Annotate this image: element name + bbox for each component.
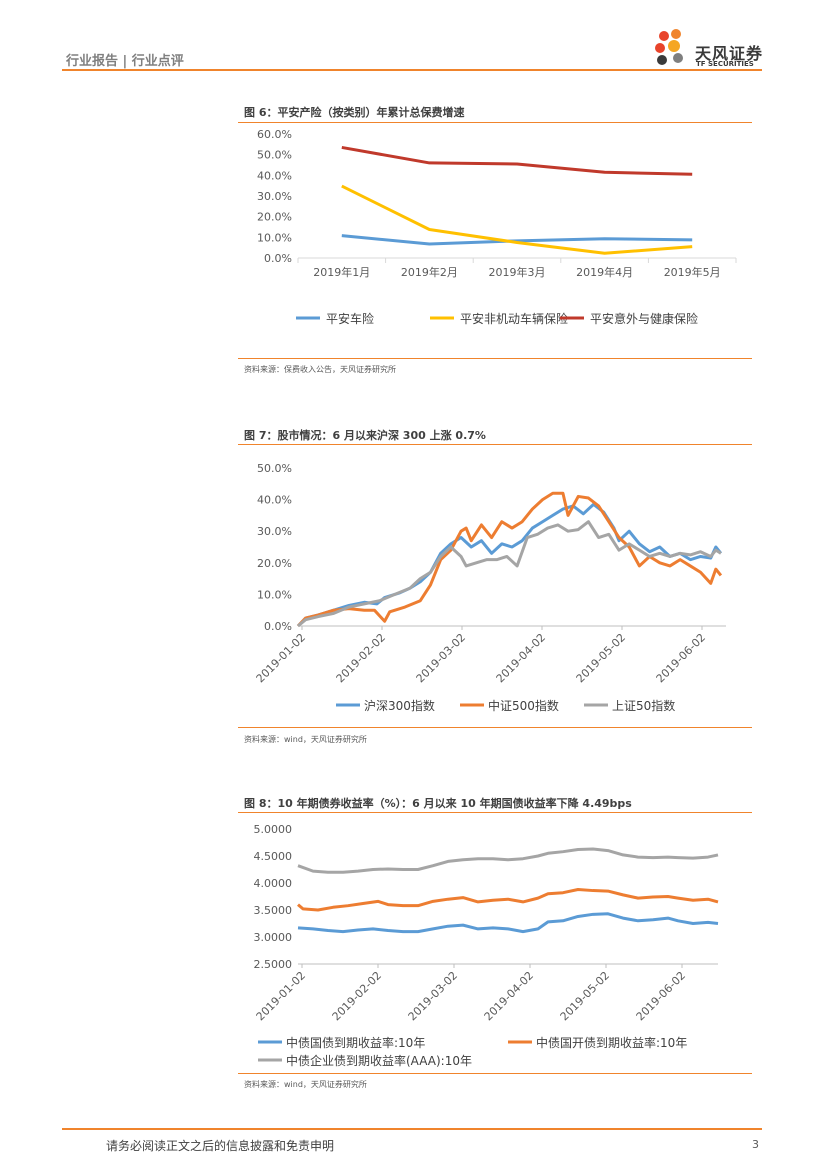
y-tick-label: 20.0% bbox=[257, 211, 292, 224]
y-tick-label: 20.0% bbox=[257, 557, 292, 570]
page-number: 3 bbox=[752, 1138, 759, 1151]
y-tick-label: 4.0000 bbox=[254, 877, 293, 890]
series-line bbox=[341, 234, 693, 246]
figure7-top-rule bbox=[238, 444, 752, 445]
x-tick-label: 2019年5月 bbox=[664, 265, 721, 279]
footer-disclaimer: 请务必阅读正文之后的信息披露和免责申明 bbox=[106, 1139, 335, 1153]
brand-subtitle: TF SECURITIES bbox=[696, 60, 754, 68]
legend-label: 上证50指数 bbox=[612, 698, 675, 713]
legend-label: 中债国开债到期收益率:10年 bbox=[536, 1035, 687, 1050]
y-tick-label: 5.0000 bbox=[254, 823, 293, 836]
x-tick-label: 2019-04-02 bbox=[482, 969, 536, 1023]
x-tick-label: 2019-01-02 bbox=[254, 969, 308, 1023]
y-tick-label: 4.5000 bbox=[254, 850, 293, 863]
y-tick-label: 60.0% bbox=[257, 128, 292, 141]
series-line bbox=[296, 502, 723, 628]
legend-label: 平安车险 bbox=[326, 311, 374, 326]
figure6-chart: 0.0% 10.0% 20.0% 30.0% 40.0% 50.0% 60.0% 2019年1… bbox=[257, 128, 737, 326]
x-tick-label: 2019年1月 bbox=[313, 265, 370, 279]
series-line bbox=[297, 520, 722, 628]
y-tick-label: 0.0% bbox=[264, 252, 292, 265]
y-tick-label: 10.0% bbox=[257, 231, 292, 244]
figure8-top-rule bbox=[238, 812, 752, 813]
figure8-title: 图 8：10 年期债券收益率（%）：6 月以来 10 年期国债收益率下降 4.4… bbox=[244, 797, 632, 810]
x-tick-label: 2019-06-02 bbox=[634, 969, 688, 1023]
x-tick-label: 2019-02-02 bbox=[334, 631, 388, 685]
y-tick-label: 10.0% bbox=[257, 588, 292, 601]
series-line bbox=[341, 184, 693, 255]
figure7-title: 图 7：股市情况：6 月以来沪深 300 上涨 0.7% bbox=[244, 429, 486, 442]
figure8-source: 资料来源：wind，天风证券研究所 bbox=[244, 1080, 367, 1089]
series-line bbox=[297, 847, 719, 874]
series-line bbox=[297, 912, 719, 934]
y-tick-label: 30.0% bbox=[257, 190, 292, 203]
x-tick-label: 2019年3月 bbox=[489, 265, 546, 279]
legend-label: 中债国债到期收益率:10年 bbox=[286, 1035, 425, 1050]
y-tick-label: 40.0% bbox=[257, 494, 292, 507]
x-tick-label: 2019-03-02 bbox=[406, 969, 460, 1023]
series-line bbox=[296, 491, 723, 628]
brand-logo-mark bbox=[652, 28, 692, 68]
y-tick-label: 3.5000 bbox=[254, 904, 293, 917]
series-line bbox=[297, 887, 719, 912]
x-tick-label: 2019-03-02 bbox=[414, 631, 468, 685]
x-tick-label: 2019-01-02 bbox=[254, 631, 308, 685]
header-divider bbox=[62, 69, 762, 71]
x-tick-label: 2019年2月 bbox=[401, 265, 458, 279]
figure7-source: 资料来源：wind，天风证券研究所 bbox=[244, 735, 367, 744]
y-tick-label: 3.0000 bbox=[254, 931, 293, 944]
report-category: 行业报告 | 行业点评 bbox=[66, 54, 184, 69]
figure8-bottom-rule bbox=[238, 1073, 752, 1074]
figure6-title: 图 6：平安产险（按类别）年累计总保费增速 bbox=[244, 106, 465, 119]
figure6-bottom-rule bbox=[238, 358, 752, 359]
series-line bbox=[341, 145, 693, 176]
x-tick-label: 2019年4月 bbox=[576, 265, 633, 279]
y-tick-label: 2.5000 bbox=[254, 958, 293, 971]
x-tick-label: 2019-06-02 bbox=[654, 631, 708, 685]
figure6-top-rule bbox=[238, 122, 752, 123]
footer-divider bbox=[62, 1128, 762, 1130]
flower-logo-icon bbox=[655, 29, 683, 65]
y-tick-label: 50.0% bbox=[257, 149, 292, 162]
figure8-chart: 2.5000 3.0000 3.5000 4.0000 4.5000 5.0000 2019… bbox=[254, 823, 719, 1068]
x-tick-label: 2019-05-02 bbox=[574, 631, 628, 685]
x-tick-label: 2019-04-02 bbox=[494, 631, 548, 685]
x-tick-label: 2019-05-02 bbox=[558, 969, 612, 1023]
figure6-source: 资料来源：保费收入公告，天风证券研究所 bbox=[244, 365, 396, 374]
x-tick-label: 2019-02-02 bbox=[330, 969, 384, 1023]
y-tick-label: 50.0% bbox=[257, 462, 292, 475]
figure7-bottom-rule bbox=[238, 727, 752, 728]
figure7-chart: 0.0% 10.0% 20.0% 30.0% 40.0% 50.0% 2019-01-02 2… bbox=[254, 462, 726, 713]
y-tick-label: 0.0% bbox=[264, 620, 292, 633]
legend-label: 中债企业债到期收益率(AAA):10年 bbox=[286, 1053, 472, 1068]
y-tick-label: 30.0% bbox=[257, 525, 292, 538]
y-tick-label: 40.0% bbox=[257, 169, 292, 182]
legend-label: 沪深300指数 bbox=[364, 698, 435, 713]
brand-name: 天风证券 bbox=[695, 44, 764, 63]
legend-label: 中证500指数 bbox=[488, 698, 559, 713]
legend-label: 平安意外与健康保险 bbox=[590, 311, 698, 326]
legend-label: 平安非机动车辆保险 bbox=[460, 311, 568, 326]
